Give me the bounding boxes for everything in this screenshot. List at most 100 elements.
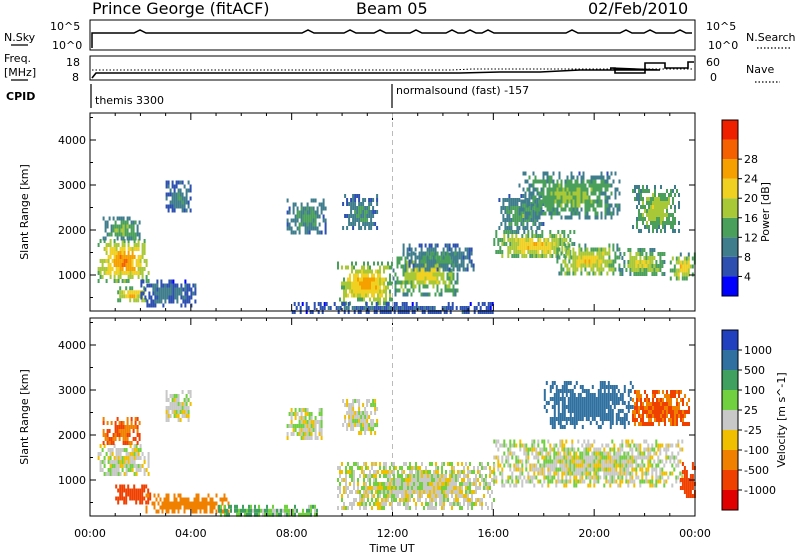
data-cell: [115, 279, 118, 283]
data-cell: [381, 498, 383, 502]
data-cell: [389, 306, 392, 310]
data-cell: [567, 242, 570, 246]
data-cell: [147, 460, 150, 464]
data-cell: [323, 306, 326, 310]
data-cell: [553, 467, 556, 472]
data-cell: [629, 264, 632, 268]
data-cell: [126, 429, 129, 433]
data-cell: [481, 310, 484, 314]
data-cell: [593, 471, 596, 476]
data-cell: [375, 302, 378, 306]
data-cell: [477, 486, 479, 490]
data-cell: [541, 483, 544, 488]
data-cell: [133, 484, 136, 489]
data-cell: [105, 452, 108, 456]
data-cell: [364, 431, 367, 435]
data-cell: [182, 299, 185, 304]
data-cell: [631, 268, 634, 272]
data-cell: [417, 306, 420, 310]
data-cell: [355, 269, 357, 274]
data-cell: [308, 424, 311, 428]
data-cell: [459, 470, 461, 474]
data-cell: [638, 193, 640, 197]
data-cell: [651, 479, 654, 484]
data-cell: [434, 268, 437, 273]
data-cell: [360, 206, 363, 210]
data-cell: [383, 482, 385, 486]
data-cell: [387, 482, 389, 486]
data-cell: [364, 407, 367, 411]
data-cell: [397, 470, 399, 474]
data-cell: [371, 494, 373, 498]
data-cell: [627, 451, 630, 456]
data-cell: [416, 268, 419, 273]
data-cell: [520, 214, 523, 218]
data-cell: [627, 459, 630, 464]
data-cell: [681, 447, 684, 452]
data-cell: [181, 501, 184, 506]
data-cell: [637, 455, 640, 460]
data-cell: [403, 302, 406, 306]
data-cell: [122, 228, 125, 233]
data-cell: [324, 230, 327, 235]
data-cell: [310, 436, 313, 440]
data-cell: [563, 479, 566, 484]
data-cell: [377, 261, 379, 266]
data-cell: [515, 238, 518, 242]
data-cell: [664, 225, 666, 229]
data-cell: [115, 464, 118, 468]
data-cell: [506, 206, 509, 210]
data-cell: [445, 310, 448, 314]
data-cell: [592, 191, 595, 196]
data-cell: [134, 417, 137, 421]
data-cell: [370, 423, 373, 427]
data-cell: [308, 436, 311, 440]
data-cell: [521, 443, 524, 448]
data-cell: [649, 451, 652, 456]
data-cell: [516, 218, 519, 222]
data-cell: [563, 447, 566, 452]
data-cell: [406, 272, 409, 277]
data-cell: [660, 193, 662, 197]
data-cell: [593, 483, 596, 488]
data-cell: [677, 260, 680, 265]
data-cell: [369, 289, 371, 294]
data-cell: [121, 294, 124, 299]
data-cell: [308, 206, 311, 211]
data-cell: [131, 488, 134, 493]
data-cell: [574, 179, 577, 184]
data-cell: [571, 455, 574, 460]
data-cell: [654, 201, 656, 205]
data-cell: [523, 250, 526, 254]
data-cell: [399, 306, 402, 310]
data-cell: [358, 218, 361, 222]
data-cell: [409, 462, 411, 466]
data-cell: [114, 433, 117, 437]
data-cell: [189, 501, 192, 506]
data-cell: [543, 471, 546, 476]
data-cell: [570, 195, 573, 200]
data-cell: [139, 456, 142, 460]
data-cell: [485, 502, 487, 506]
data-cell: [181, 208, 184, 213]
data-cell: [101, 267, 104, 271]
data-cell: [363, 462, 365, 466]
data-cell: [520, 207, 523, 212]
data-cell: [613, 443, 616, 448]
data-cell: [133, 452, 136, 456]
data-cell: [539, 463, 542, 468]
data-cell: [608, 243, 611, 248]
data-cell: [439, 498, 441, 502]
data-cell: [165, 196, 168, 201]
data-cell: [367, 306, 370, 310]
data-cell: [545, 451, 548, 456]
data-cell: [520, 222, 523, 226]
data-cell: [363, 502, 365, 506]
data-cell: [455, 478, 457, 482]
data-cell: [524, 215, 527, 220]
data-cell: [135, 294, 138, 299]
data-cell: [441, 478, 443, 482]
data-cell: [350, 411, 353, 415]
data-cell: [548, 187, 551, 192]
data-cell: [616, 203, 619, 208]
